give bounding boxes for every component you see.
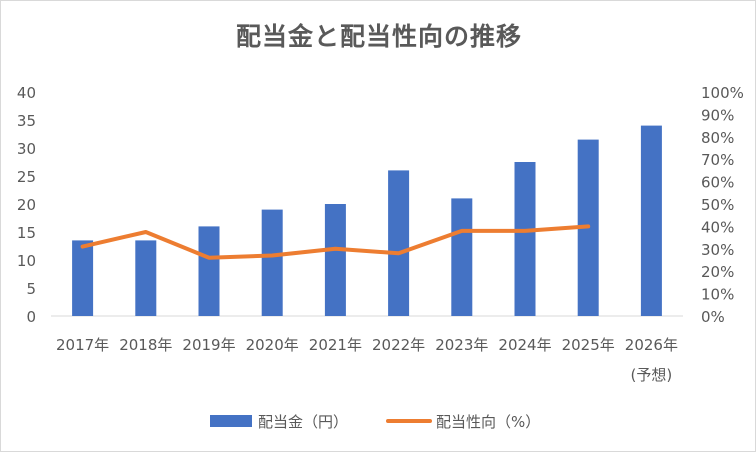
bar <box>135 240 157 316</box>
bar <box>388 170 410 316</box>
bar <box>261 209 283 316</box>
x-tick-sublabel: (予想) <box>631 366 673 384</box>
y-right-tick-label: 50% <box>701 196 734 214</box>
y-right-tick-label: 40% <box>701 218 734 236</box>
x-tick-label: 2018年 <box>119 336 172 354</box>
y-left-tick-label: 20 <box>17 196 36 214</box>
x-tick-label: 2023年 <box>435 336 488 354</box>
legend-line-label: 配当性向（%） <box>436 413 540 431</box>
y-left-tick-label: 0 <box>26 308 36 326</box>
x-tick-label: 2022年 <box>372 336 425 354</box>
y-right-tick-label: 90% <box>701 106 734 124</box>
bar <box>640 125 662 316</box>
y-right-tick-label: 80% <box>701 129 734 147</box>
x-tick-label: 2026年 <box>625 336 678 354</box>
y-right-tick-label: 70% <box>701 151 734 169</box>
y-right-tick-label: 0% <box>701 308 725 326</box>
y-right-tick-label: 60% <box>701 174 734 192</box>
y-left-tick-label: 25 <box>17 168 36 186</box>
x-tick-label: 2019年 <box>182 336 235 354</box>
bar <box>72 240 94 316</box>
bar <box>324 204 346 316</box>
y-left-tick-label: 5 <box>26 280 36 298</box>
x-tick-label: 2024年 <box>498 336 551 354</box>
y-left-tick-label: 35 <box>17 112 36 130</box>
chart-title: 配当金と配当性向の推移 <box>235 22 522 51</box>
y-right-tick-label: 100% <box>701 84 744 102</box>
x-tick-label: 2025年 <box>562 336 615 354</box>
y-left-tick-label: 30 <box>17 140 36 158</box>
x-tick-label: 2017年 <box>56 336 109 354</box>
bar <box>451 198 473 316</box>
y-right-tick-label: 20% <box>701 263 734 281</box>
ratio-line <box>80 224 591 260</box>
y-left-tick-label: 15 <box>17 224 36 242</box>
y-right-tick-label: 30% <box>701 241 734 259</box>
y-left-tick-label: 10 <box>17 252 36 270</box>
bar <box>198 226 220 316</box>
y-left-tick-label: 40 <box>17 84 36 102</box>
x-tick-label: 2021年 <box>309 336 362 354</box>
legend-bar-swatch <box>210 415 252 427</box>
x-tick-label: 2020年 <box>246 336 299 354</box>
y-right-tick-label: 10% <box>701 286 734 304</box>
bar <box>514 162 536 316</box>
legend-bar-label: 配当金（円） <box>258 413 348 431</box>
